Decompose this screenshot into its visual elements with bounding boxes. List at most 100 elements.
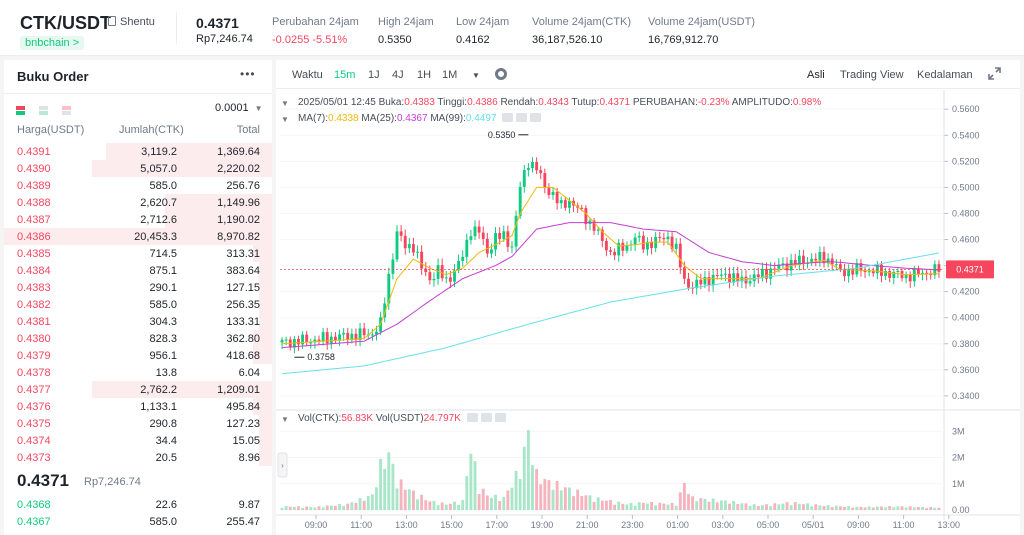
more-intervals-chevron-icon[interactable]: ▼: [472, 71, 480, 80]
chain-badge[interactable]: bnbchain >: [20, 36, 85, 50]
ask-row[interactable]: 0.4384 875.1 383.64: [4, 262, 272, 279]
candle-up: [416, 251, 419, 253]
fullscreen-icon[interactable]: [988, 67, 1001, 80]
project-link[interactable]: Shentu: [108, 16, 155, 28]
ask-price: 0.4390: [17, 163, 51, 175]
ask-row[interactable]: 0.4378 13.8 6.04: [4, 364, 272, 381]
ask-row[interactable]: 0.4386 20,453.3 8,970.82: [4, 228, 272, 245]
ask-row[interactable]: 0.4381 304.3 133.31: [4, 313, 272, 330]
ask-row[interactable]: 0.4373 20.5 8.96: [4, 449, 272, 466]
candle-down: [715, 274, 719, 276]
close-volume-icon[interactable]: [494, 413, 506, 422]
ask-row[interactable]: 0.4391 3,119.2 1,369.64: [4, 143, 272, 160]
hide-indicator-icon[interactable]: [502, 113, 514, 122]
candle-down: [682, 267, 686, 279]
depth-bar: [92, 160, 272, 177]
ask-row[interactable]: 0.4380 828.3 362.80: [4, 330, 272, 347]
volume-bar: [572, 496, 575, 510]
candle-up: [387, 273, 391, 304]
close-indicator-icon[interactable]: [530, 113, 542, 122]
pair-title[interactable]: CTK/USDT: [20, 13, 111, 33]
gear-icon[interactable]: [495, 68, 507, 80]
collapse-ma-icon[interactable]: ▼: [281, 115, 289, 124]
ask-row[interactable]: 0.4383 290.1 127.15: [4, 279, 272, 296]
bid-row[interactable]: 0.4368 22.6 9.87: [4, 496, 272, 513]
candle-down: [580, 207, 584, 209]
depth-bar: [253, 398, 272, 415]
header-divider: [176, 12, 177, 44]
min-price-label: 0.3758: [307, 352, 335, 362]
asks-view-icon[interactable]: [62, 106, 71, 115]
price-chart[interactable]: 0.5600 0.5400 0.5200 0.5000 0.4800 0.4600 0.44…: [276, 60, 1020, 535]
depth-bar: [258, 415, 272, 432]
more-menu-icon[interactable]: •••: [240, 67, 256, 81]
settings-volume-icon[interactable]: [480, 413, 492, 422]
candle-down: [650, 241, 653, 249]
view-trading-view[interactable]: Trading View: [840, 69, 904, 81]
ask-row[interactable]: 0.4376 1,133.1 495.84: [4, 398, 272, 415]
volume-bar: [490, 497, 493, 510]
ma99-label: MA(99):: [430, 113, 466, 124]
candle-down: [744, 276, 748, 284]
ask-row[interactable]: 0.4377 2,762.2 1,209.01: [4, 381, 272, 398]
candle-up: [457, 260, 461, 271]
last-price-idr: Rp7,246.74: [196, 33, 253, 45]
volume-bar: [391, 463, 395, 510]
settings-indicator-icon[interactable]: [516, 113, 528, 122]
candle-down: [707, 276, 711, 286]
candle-up: [596, 229, 600, 231]
volume-bar: [724, 500, 727, 510]
amp-label: AMPLITUDO:: [731, 97, 793, 108]
volume-bar: [658, 502, 662, 510]
precision-select[interactable]: 0.0001 ▼: [215, 102, 263, 114]
volume-bar: [424, 500, 428, 510]
volume-bar: [682, 482, 686, 510]
ask-row[interactable]: 0.4388 2,620.7 1,149.96: [4, 194, 272, 211]
ask-row[interactable]: 0.4375 290.8 127.23: [4, 415, 272, 432]
collapse-info-icon[interactable]: ▼: [281, 99, 289, 108]
depth-bar: [253, 347, 272, 364]
interval-15m[interactable]: 15m: [334, 69, 356, 81]
ask-row[interactable]: 0.4387 2,712.6 1,190.02: [4, 211, 272, 228]
volume-bar: [867, 506, 871, 510]
ask-row[interactable]: 0.4379 956.1 418.68: [4, 347, 272, 364]
bid-amount: 585.0: [149, 516, 177, 528]
volume-bar: [613, 504, 617, 510]
ask-row[interactable]: 0.4374 34.4 15.05: [4, 432, 272, 449]
volume-bar: [781, 503, 785, 510]
candle-up: [654, 236, 658, 249]
time-label: Waktu: [292, 69, 323, 81]
bids-view-icon[interactable]: [39, 106, 48, 115]
volume-bar: [588, 495, 592, 510]
volume-bar: [703, 498, 707, 510]
view-asli[interactable]: Asli: [807, 69, 825, 81]
volume-bar: [547, 480, 551, 510]
ask-amount: 585.0: [149, 180, 177, 192]
ask-row[interactable]: 0.4382 585.0 256.35: [4, 296, 272, 313]
time-tick-label: 17:00: [486, 520, 509, 530]
volume-bar: [814, 504, 818, 510]
depth-bar: [164, 211, 272, 228]
ask-row[interactable]: 0.4385 714.5 313.31: [4, 245, 272, 262]
interval-4j[interactable]: 4J: [392, 69, 404, 81]
price-tick-label: 0.3400: [952, 391, 980, 401]
hide-volume-icon[interactable]: [466, 413, 478, 422]
candle-up: [748, 281, 752, 284]
interval-1h[interactable]: 1H: [417, 69, 432, 81]
volume-bar: [346, 503, 350, 510]
interval-1m[interactable]: 1M: [442, 69, 458, 81]
collapse-volume-icon[interactable]: ▼: [281, 415, 289, 424]
both-sides-view-icon[interactable]: [16, 106, 25, 115]
vol-usdt-label: Vol(USDT): [375, 413, 424, 424]
candle-up: [646, 241, 649, 250]
interval-1j[interactable]: 1J: [368, 69, 380, 81]
volume-bar: [633, 505, 637, 510]
view-kedalaman[interactable]: Kedalaman: [917, 69, 973, 81]
ask-row[interactable]: 0.4389 585.0 256.76: [4, 177, 272, 194]
candle-down: [448, 277, 452, 282]
ask-row[interactable]: 0.4390 5,057.0 2,220.02: [4, 160, 272, 177]
candle-up: [301, 334, 305, 345]
candle-down: [678, 243, 682, 268]
volume-bar: [674, 505, 678, 510]
bid-row[interactable]: 0.4367 585.0 255.47: [4, 513, 272, 530]
